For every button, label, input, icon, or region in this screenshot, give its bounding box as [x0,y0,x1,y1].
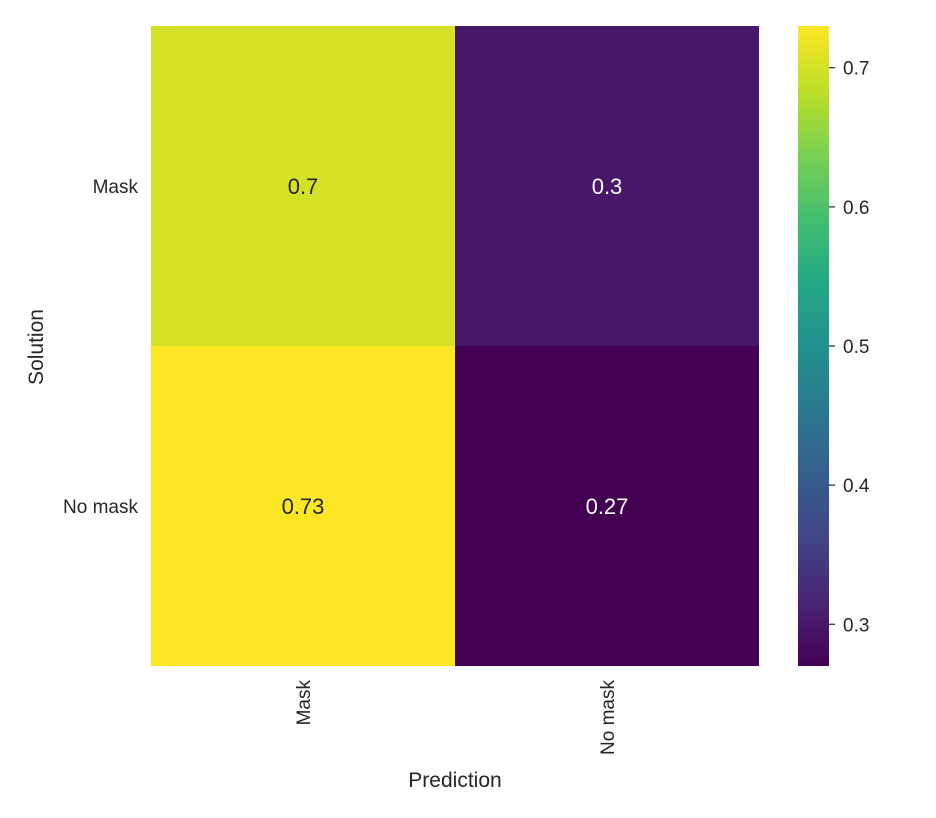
y-axis-ticks: Mask No mask [63,177,138,518]
heatmap-cell [455,346,759,666]
x-axis-label: Prediction [408,769,501,792]
heatmap-cell [151,346,455,666]
heatmap-cells [151,26,759,666]
colorbar-tick-label: 0.6 [843,198,869,219]
cell-value-label: 0.73 [282,494,325,519]
y-axis-label: Solution [25,309,48,385]
heatmap-cell-labels: 0.7 0.3 0.73 0.27 [282,174,629,519]
y-tick-label: No mask [63,497,138,518]
colorbar-tick-label: 0.4 [843,476,870,497]
colorbar [798,26,829,666]
heatmap-cell [455,26,759,346]
colorbar-tick-label: 0.5 [843,337,869,358]
colorbar-ticks: 0.3 0.4 0.5 0.6 0.7 [829,59,870,636]
colorbar-tick-label: 0.3 [843,615,869,636]
cell-value-label: 0.27 [586,494,629,519]
heatmap-cell [151,26,455,346]
x-tick-label: Mask [294,680,315,726]
x-tick-label: No mask [598,680,619,755]
colorbar-tick-label: 0.7 [843,59,869,80]
x-axis-ticks: Mask No mask [294,680,619,755]
cell-value-label: 0.3 [592,174,623,199]
cell-value-label: 0.7 [288,174,319,199]
y-tick-label: Mask [93,177,139,198]
